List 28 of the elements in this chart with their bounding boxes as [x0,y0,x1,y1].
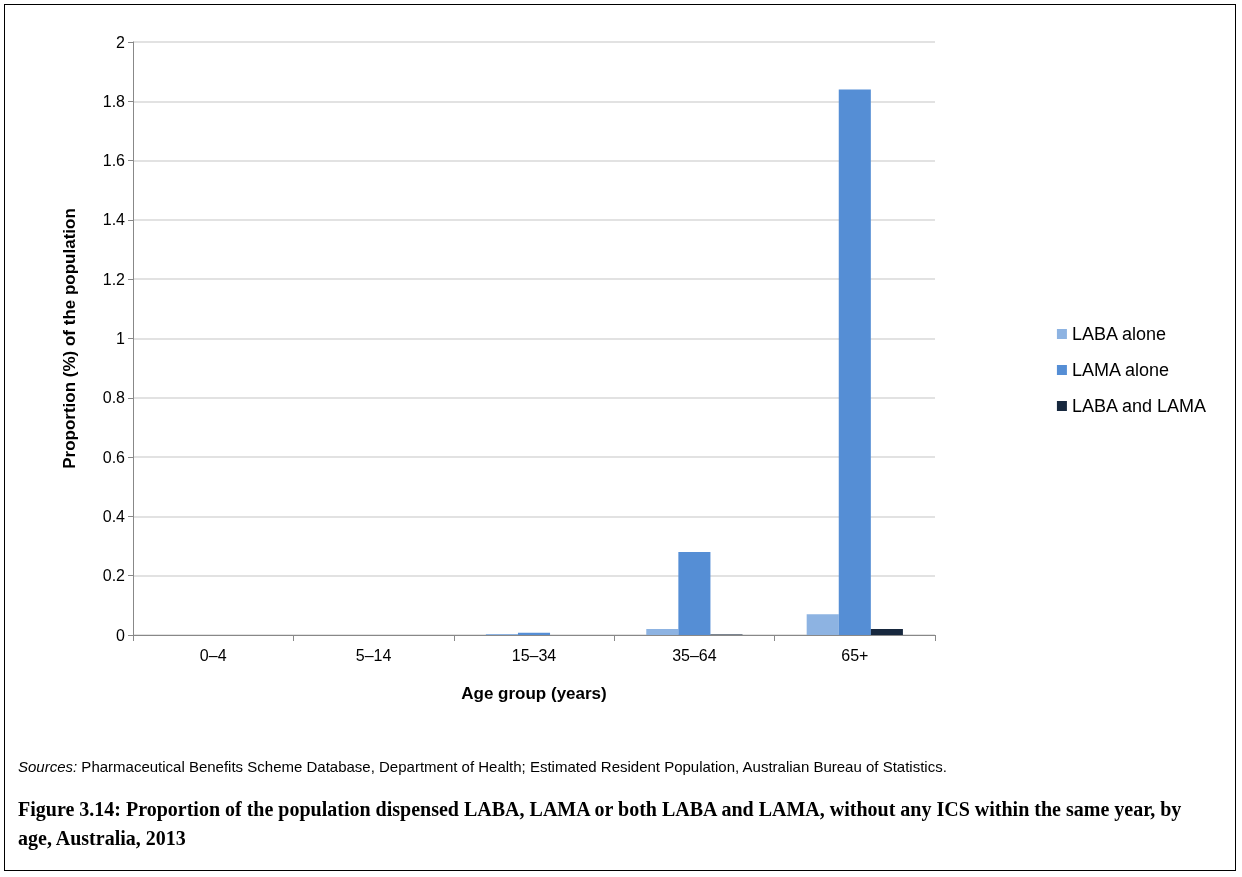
y-tick-label: 1.8 [102,92,126,110]
bar [838,89,871,635]
y-tick-label: 1.4 [102,211,126,229]
x-axis-title: Age group (years) [461,684,607,703]
x-tick-label: 35–64 [672,646,717,664]
bar [870,629,903,635]
legend-label: LABA and LAMA [1071,396,1207,416]
y-tick-label: 1 [116,330,126,347]
y-tick-label: 0.8 [102,389,126,407]
y-tick-label: 1.6 [102,152,126,170]
bar [646,629,679,635]
bar [678,551,711,635]
y-tick-label: 2 [116,33,126,51]
x-tick-label: 15–34 [511,646,557,664]
y-tick-label: 1.2 [102,270,126,288]
y-tick-label: 0.4 [102,507,126,525]
x-tick-label: 65+ [841,646,869,664]
y-tick-label: 0.6 [102,448,126,466]
y-tick-label: 0 [116,626,126,644]
bar [806,614,839,635]
y-tick-label: 0.2 [102,567,126,585]
x-tick-label: 5–14 [355,646,392,664]
text: Figure 3.14: Proportion of the population dispensed LABA, LAMA or both LABA and LAMA, without any ICS within the same year, by age, Australia, 2013 [18,797,1183,852]
legend-label: LABA alone [1071,324,1166,344]
legend-label: LAMA alone [1071,360,1169,380]
x-tick-label: 0–4 [199,646,227,664]
source-note: Sources: Pharmaceutical Benefits Scheme Database, Department of Health; Estimated Resident Population, Australian Bureau of Statistics. [18,758,948,775]
y-axis-title: Proportion (%) of the population [60,208,79,469]
